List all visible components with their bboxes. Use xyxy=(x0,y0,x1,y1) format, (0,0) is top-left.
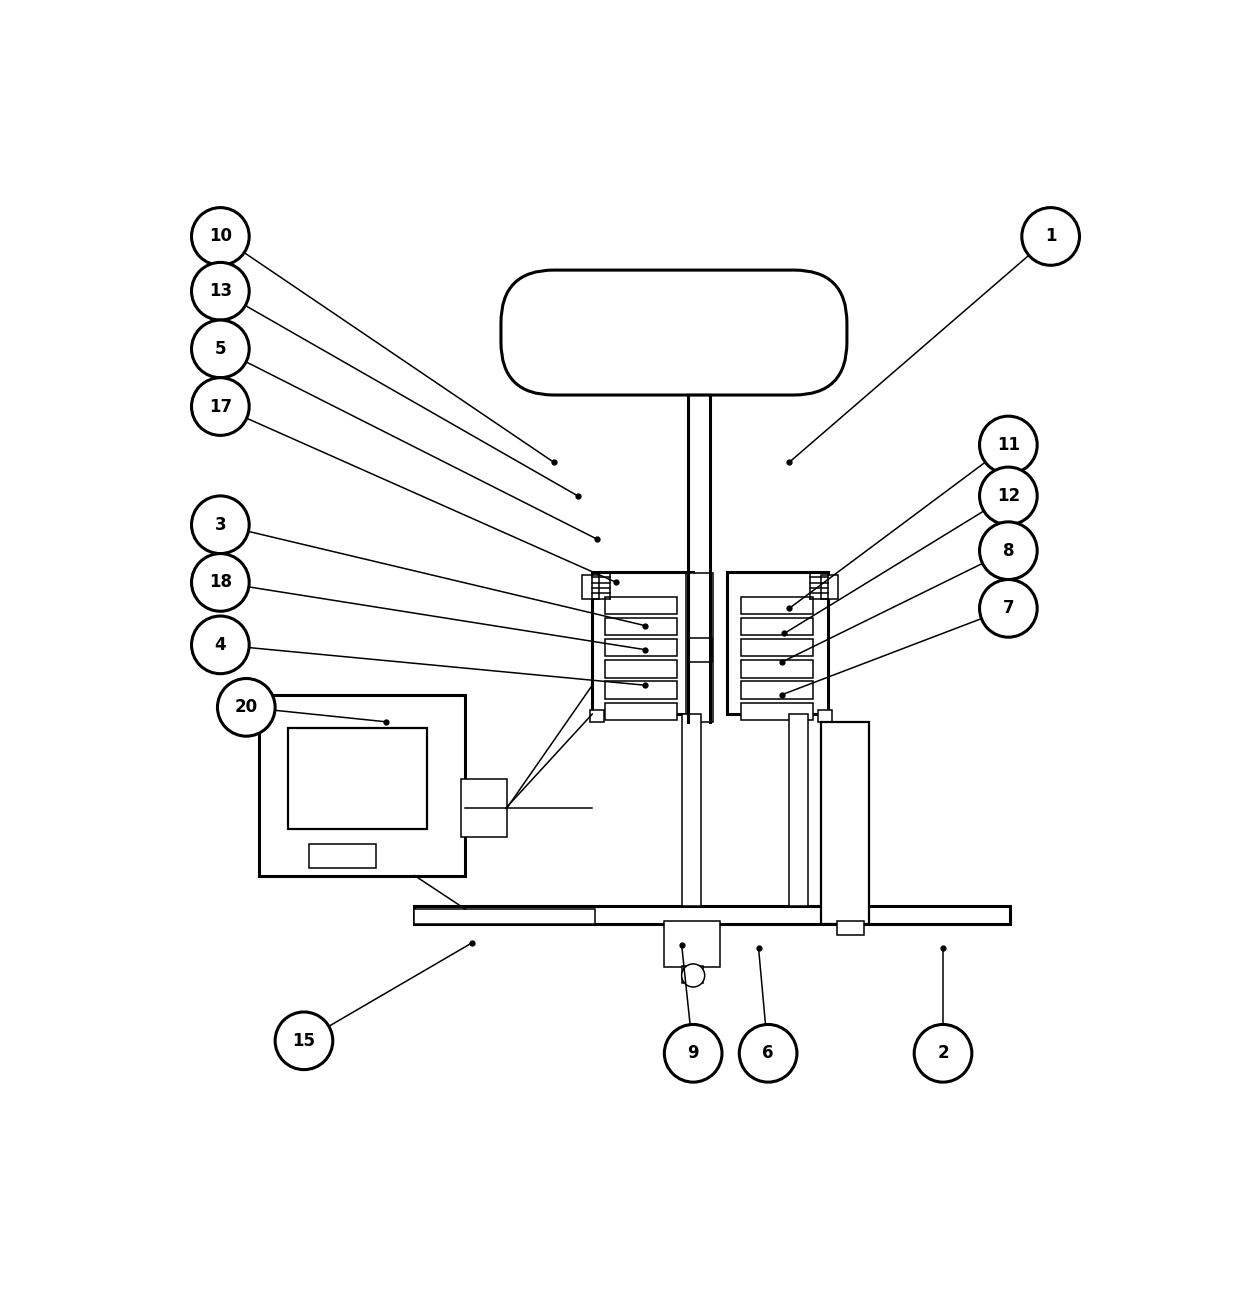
Circle shape xyxy=(275,1012,332,1069)
Bar xyxy=(821,722,869,924)
Bar xyxy=(605,682,677,699)
Circle shape xyxy=(1022,207,1080,266)
Bar xyxy=(665,920,720,967)
Circle shape xyxy=(665,1024,722,1082)
Bar xyxy=(818,710,832,722)
Bar xyxy=(414,906,1011,924)
Text: 11: 11 xyxy=(997,435,1019,454)
Text: 15: 15 xyxy=(293,1032,315,1050)
Bar xyxy=(742,597,813,614)
Bar xyxy=(605,660,677,678)
Text: 7: 7 xyxy=(1003,599,1014,617)
Bar xyxy=(605,639,677,656)
Bar xyxy=(821,574,838,599)
Circle shape xyxy=(980,416,1037,474)
Bar xyxy=(687,573,713,722)
Bar xyxy=(837,920,864,936)
Bar xyxy=(582,574,599,599)
Text: 9: 9 xyxy=(687,1045,699,1063)
Circle shape xyxy=(191,553,249,612)
Text: 13: 13 xyxy=(208,283,232,301)
Bar xyxy=(259,695,465,876)
Text: 12: 12 xyxy=(997,487,1021,505)
Bar xyxy=(742,639,813,656)
Bar xyxy=(742,682,813,699)
Bar xyxy=(590,710,604,722)
Circle shape xyxy=(191,496,249,553)
Text: 4: 4 xyxy=(215,636,226,654)
Bar xyxy=(605,618,677,635)
Text: 5: 5 xyxy=(215,340,226,358)
Circle shape xyxy=(191,377,249,435)
Circle shape xyxy=(739,1024,797,1082)
Bar xyxy=(414,910,595,924)
Bar xyxy=(288,728,427,829)
Text: 2: 2 xyxy=(937,1045,949,1063)
Text: 17: 17 xyxy=(208,398,232,416)
Text: 6: 6 xyxy=(763,1045,774,1063)
Circle shape xyxy=(191,262,249,320)
Bar xyxy=(688,638,712,662)
Circle shape xyxy=(217,679,275,736)
Text: 10: 10 xyxy=(208,227,232,245)
Bar xyxy=(593,572,693,714)
Circle shape xyxy=(980,522,1037,579)
Circle shape xyxy=(980,579,1037,638)
Circle shape xyxy=(682,964,704,988)
Bar xyxy=(742,660,813,678)
Bar xyxy=(789,714,808,906)
Circle shape xyxy=(191,207,249,266)
Bar xyxy=(460,779,507,837)
Bar xyxy=(742,702,813,719)
Text: 3: 3 xyxy=(215,516,226,534)
Bar xyxy=(682,714,701,906)
Text: 18: 18 xyxy=(208,573,232,591)
Circle shape xyxy=(914,1024,972,1082)
Bar xyxy=(309,844,376,868)
FancyBboxPatch shape xyxy=(501,270,847,395)
Bar xyxy=(742,618,813,635)
Text: 1: 1 xyxy=(1045,227,1056,245)
Circle shape xyxy=(980,467,1037,525)
Text: 20: 20 xyxy=(234,699,258,717)
Bar xyxy=(605,597,677,614)
Bar xyxy=(727,572,828,714)
Circle shape xyxy=(191,616,249,674)
Bar xyxy=(682,966,703,984)
Text: 8: 8 xyxy=(1003,542,1014,560)
Bar xyxy=(605,702,677,719)
Circle shape xyxy=(191,320,249,377)
